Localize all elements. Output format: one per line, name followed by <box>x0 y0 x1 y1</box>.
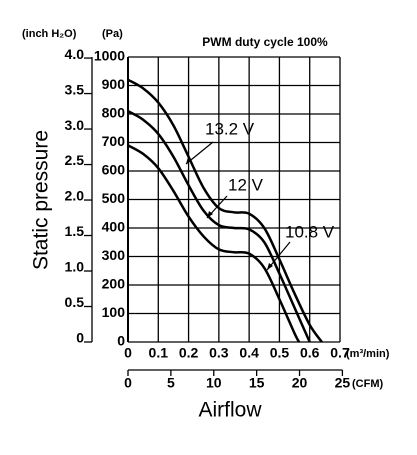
y-tick-label: 0 <box>117 333 125 349</box>
y-tick-label: 600 <box>102 162 126 178</box>
curve <box>127 144 301 343</box>
leader-arrow <box>186 157 192 164</box>
y2-tick-label: 0 <box>76 330 84 346</box>
leader-arrow <box>267 263 273 270</box>
x-tick-label: 0.2 <box>179 345 199 361</box>
y2-tick-label: 2.5 <box>65 152 85 168</box>
y-tick-label: 400 <box>102 219 126 235</box>
y2-tick-label: 3.5 <box>65 81 85 97</box>
y2-unit: (inch H₂O) <box>22 28 77 40</box>
series-label: 10.8 V <box>285 222 335 241</box>
y2-tick-label: 1.5 <box>65 223 85 239</box>
y-tick-label: 500 <box>102 190 126 206</box>
y-tick-label: 300 <box>102 247 126 263</box>
y-tick-label: 700 <box>102 133 126 149</box>
curve <box>127 78 323 343</box>
x2-tick-label: 25 <box>335 375 351 391</box>
y-unit: (Pa) <box>102 28 123 40</box>
y-tick-label: 900 <box>102 76 126 92</box>
y-tick-label: 800 <box>102 105 126 121</box>
y2-tick-label: 3.0 <box>65 117 85 133</box>
y2-tick-label: 4.0 <box>65 46 85 62</box>
x2-unit: (CFM) <box>352 378 383 390</box>
x-tick-label: 0.3 <box>209 345 229 361</box>
x-tick-label: 0.6 <box>300 345 320 361</box>
x-tick-label: 0.4 <box>239 345 259 361</box>
y-tick-label: 1000 <box>94 48 125 64</box>
series-label: 13.2 V <box>205 119 255 138</box>
y2-tick-label: 1.0 <box>65 259 85 275</box>
y-axis-label: Static pressure <box>30 130 53 270</box>
x2-tick-label: 5 <box>167 375 175 391</box>
x-tick-label: 0.7 <box>330 345 350 361</box>
x-tick-label: 0.1 <box>149 345 169 361</box>
x2-tick-label: 10 <box>206 375 222 391</box>
x-axis-label: Airflow <box>198 399 262 422</box>
x-tick-label: 0 <box>124 345 132 361</box>
x2-tick-label: 20 <box>292 375 308 391</box>
x-tick-label: 0.5 <box>270 345 290 361</box>
leader-arrow <box>207 211 213 218</box>
y2-tick-label: 2.0 <box>65 188 85 204</box>
y-tick-label: 100 <box>102 304 126 320</box>
x-unit: (m³/min) <box>346 348 390 360</box>
chart-title: PWM duty cycle 100% <box>202 35 328 49</box>
y-tick-label: 200 <box>102 276 126 292</box>
x2-tick-label: 0 <box>124 375 132 391</box>
series-label: 12 V <box>228 175 264 194</box>
y2-tick-label: 0.5 <box>65 294 85 310</box>
x2-tick-label: 15 <box>249 375 265 391</box>
curve <box>127 110 311 343</box>
